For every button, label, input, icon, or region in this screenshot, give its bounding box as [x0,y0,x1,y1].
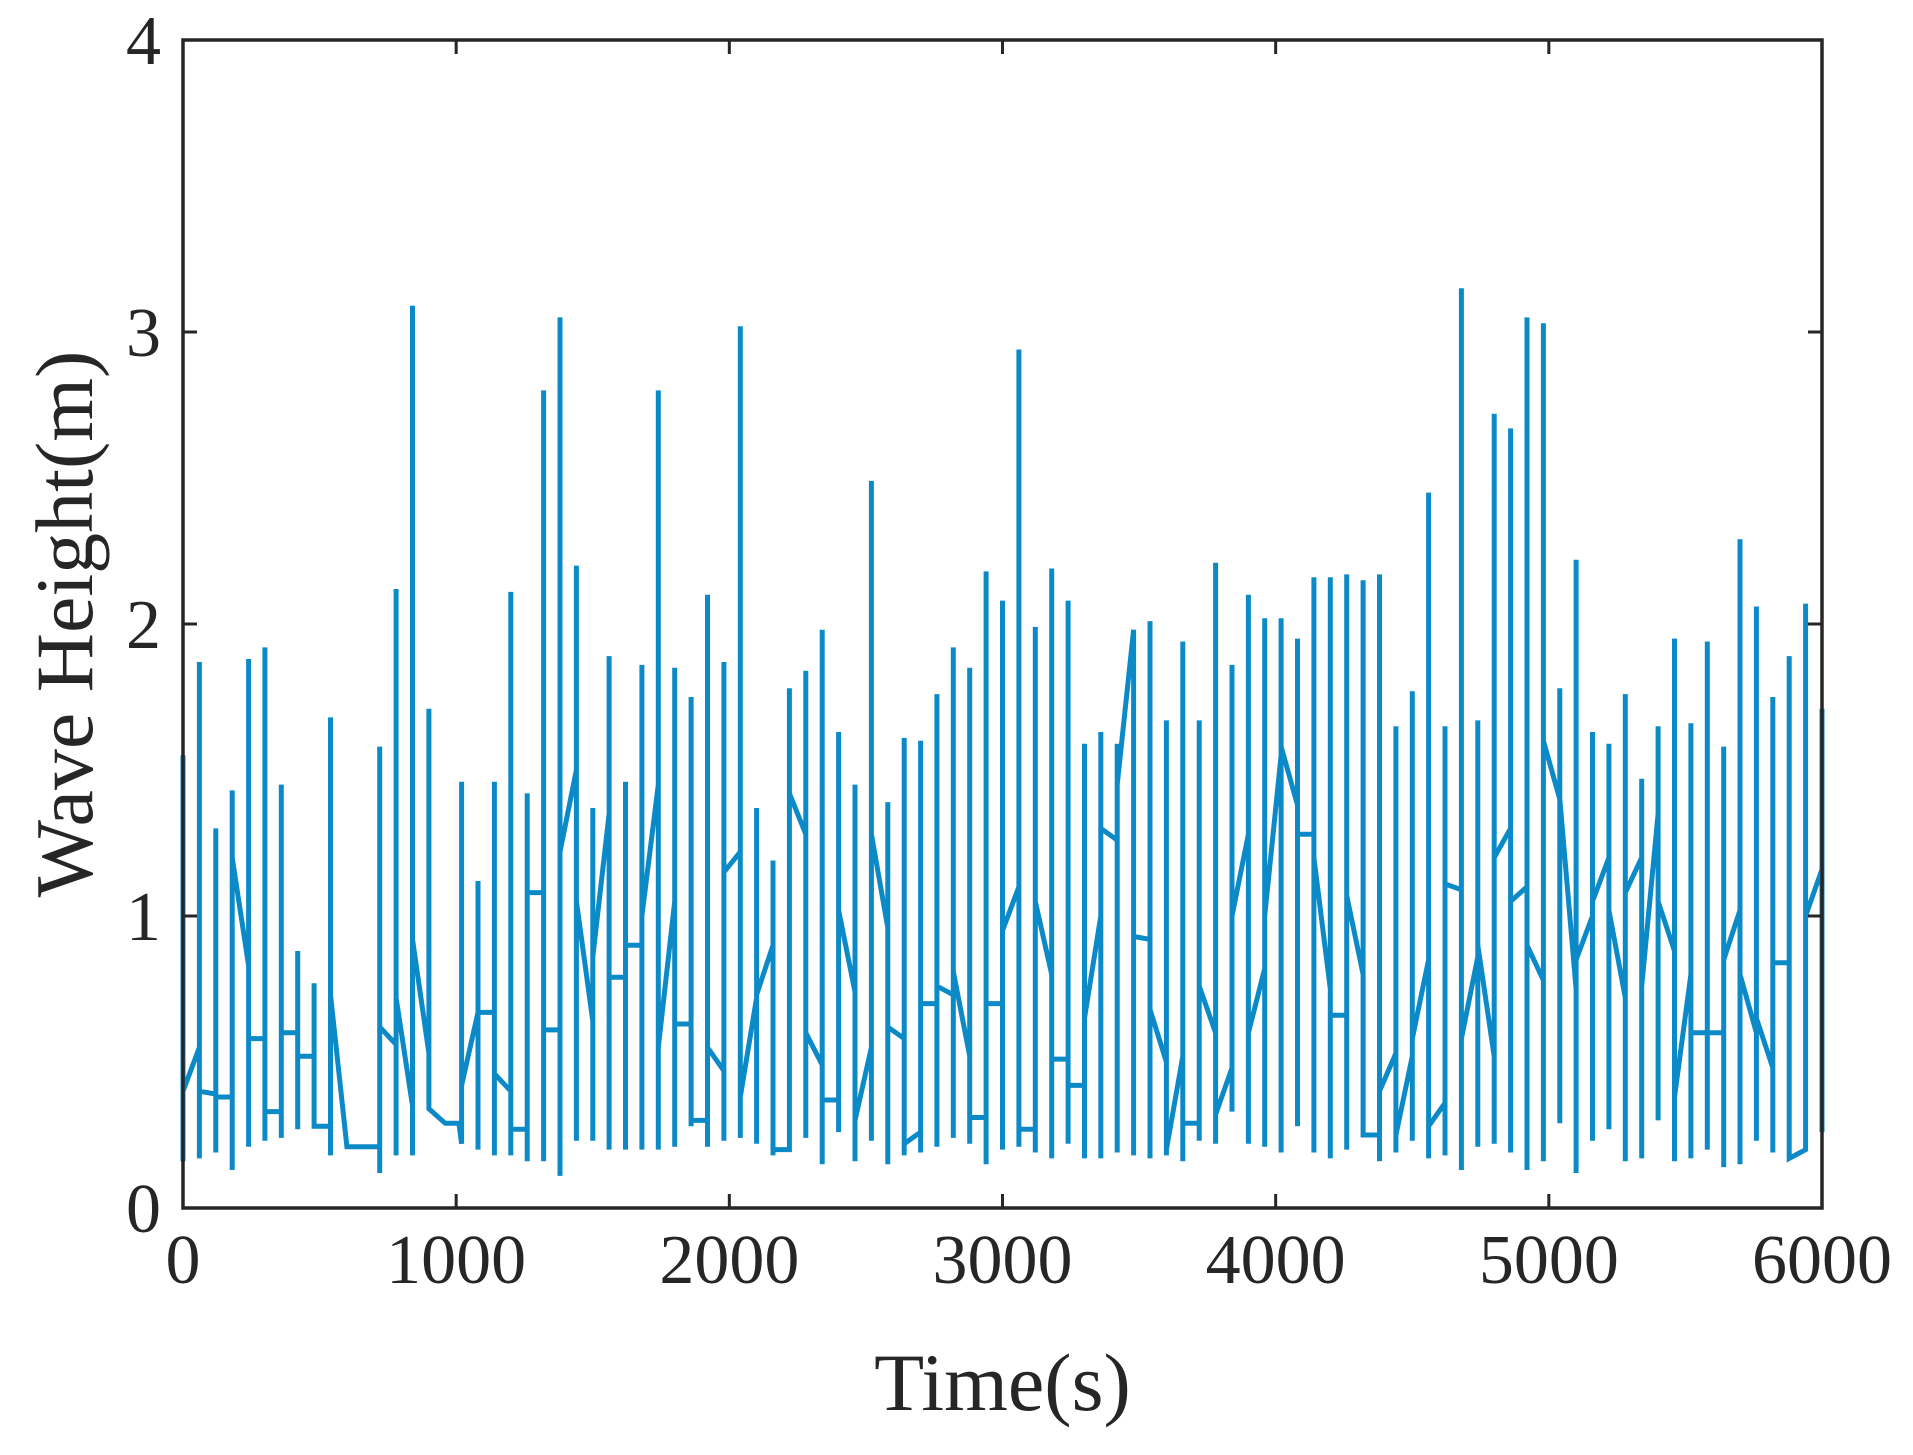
y-axis: 0 1 2 3 4 [126,3,1822,1248]
y-tick-label: 1 [126,879,161,956]
y-tick-label: 3 [126,295,161,372]
plot-area [180,288,1825,1176]
x-tick-label: 2000 [659,1222,799,1299]
y-axis-title: Wave Height(m) [19,351,110,898]
x-tick-label: 3000 [933,1222,1073,1299]
y-tick-label: 4 [126,3,161,80]
x-tick-label: 1000 [386,1222,526,1299]
x-tick-label: 0 [166,1222,201,1299]
y-tick-label: 2 [126,587,161,664]
series-line-1 [180,288,1825,1176]
y-tick-label: 0 [126,1171,161,1248]
x-tick-label: 4000 [1206,1222,1346,1299]
x-tick-label: 6000 [1752,1222,1892,1299]
x-tick-label: 5000 [1479,1222,1619,1299]
x-axis-title: Time(s) [874,1337,1131,1428]
x-axis: 0 1000 2000 3000 4000 5000 6000 [166,40,1892,1299]
